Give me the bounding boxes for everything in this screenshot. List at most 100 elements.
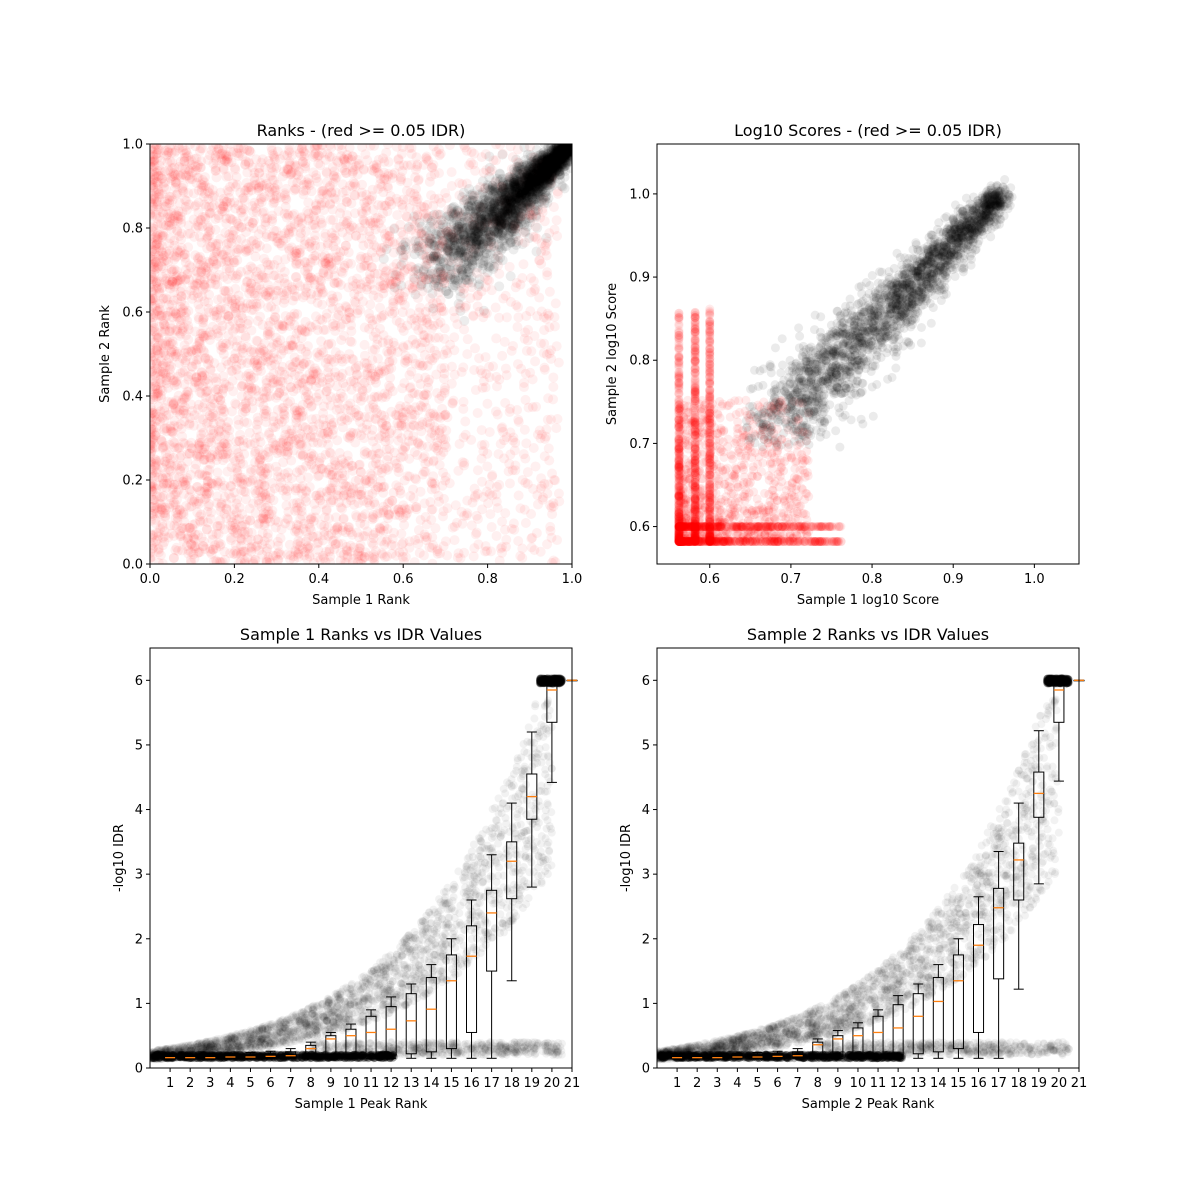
ranks-point-red — [238, 435, 249, 446]
ranks-point-red — [272, 466, 283, 477]
ranks-point-red — [170, 277, 181, 288]
ranks-point-red — [185, 554, 196, 564]
ranks-point-red — [391, 193, 402, 204]
ranks-point-red — [306, 512, 317, 523]
ranks-point-red — [346, 198, 357, 209]
ranks-point-red — [297, 399, 308, 410]
ranks-point-red — [222, 153, 233, 164]
ranks-point-red — [435, 148, 446, 159]
ranks-point-red — [166, 223, 177, 234]
ranks-point-red — [458, 396, 469, 407]
ranks-point-red — [243, 315, 254, 326]
ranks-point-red — [423, 377, 434, 388]
ranks-point-red — [197, 221, 208, 232]
ranks-point-red — [306, 430, 317, 441]
ranks-point-red — [300, 492, 311, 503]
ranks-point-red — [340, 219, 351, 230]
ranks-point-red — [291, 291, 302, 302]
ranks-point-red — [221, 213, 232, 224]
ranks-point-red — [270, 359, 281, 370]
ranks-point-red — [224, 229, 235, 240]
ranks-point-red — [379, 427, 390, 438]
ranks-point-red — [221, 513, 232, 524]
ranks-point-red — [233, 200, 244, 211]
ranks-point-red — [300, 226, 311, 237]
ranks-point-red — [252, 412, 263, 423]
ranks-point-red — [166, 175, 177, 186]
ranks-point-red — [150, 167, 156, 178]
ranks-point-red — [230, 518, 241, 529]
ranks-point-red — [286, 222, 297, 233]
ranks-point-red — [519, 333, 530, 344]
ranks-point-red — [247, 299, 258, 310]
ranks-point-red — [263, 302, 274, 313]
ranks-point-red — [296, 332, 307, 343]
ranks-point-red — [359, 339, 370, 350]
ranks-point-red — [169, 281, 180, 292]
ranks-point-red — [167, 171, 178, 182]
ranks-point-red — [252, 424, 263, 435]
ranks-point-red — [515, 550, 526, 561]
ranks-point-red — [161, 268, 172, 279]
ranks-point-red — [341, 185, 352, 196]
ranks-point-red — [171, 278, 182, 289]
ranks-point-red — [402, 211, 413, 222]
ranks-point-red — [291, 160, 302, 171]
ranks-point-red — [553, 357, 564, 368]
ranks-point-red — [231, 548, 242, 559]
ranks-point-red — [275, 549, 286, 560]
ranks-point-red — [392, 210, 403, 221]
ranks-point-red — [310, 223, 321, 234]
ranks-point-red — [231, 361, 242, 372]
ranks-point-red — [337, 473, 348, 484]
ranks-point-red — [418, 159, 429, 170]
ranks-point-red — [548, 394, 559, 405]
ranks-point-red — [209, 251, 220, 262]
panel-ranks: Ranks - (red >= 0.05 IDR) 0.0 0.2 0.4 0.6 0.… — [98, 121, 582, 608]
ranks-point-red — [482, 398, 493, 409]
ranks-point-red — [372, 334, 383, 345]
ranks-point-red — [459, 324, 470, 335]
ranks-point-red — [395, 242, 406, 253]
ranks-point-red — [216, 344, 227, 355]
ranks-point-red — [242, 264, 253, 275]
ranks-point-red — [269, 197, 280, 208]
ranks-point-red — [230, 273, 241, 284]
ranks-point-red — [480, 546, 491, 557]
ranks-point-red — [440, 536, 451, 547]
ranks-point-red — [153, 531, 164, 542]
ranks-point-red — [412, 159, 423, 170]
ranks-point-red — [177, 144, 188, 152]
ranks-point-red — [221, 449, 232, 460]
ranks-point-red — [269, 161, 280, 172]
ranks-point-red — [258, 473, 269, 484]
ranks-point-red — [219, 378, 230, 389]
ranks-point-red — [259, 408, 270, 419]
ranks-point-red — [373, 292, 384, 303]
ranks-point-red — [223, 417, 234, 428]
ranks-point-red — [491, 371, 502, 382]
ranks-point-red — [321, 168, 332, 179]
ranks-point-red — [485, 509, 496, 520]
ranks-point-red — [221, 356, 232, 367]
ranks-point-red — [411, 152, 422, 163]
ranks-point-red — [493, 449, 504, 460]
ranks-point-red — [435, 450, 446, 461]
ranks-point-red — [311, 170, 322, 181]
ranks-point-red — [186, 501, 197, 512]
ranks-point-red — [334, 393, 345, 404]
ranks-point-red — [539, 364, 550, 375]
ranks-point-red — [225, 247, 236, 258]
ranks-point-red — [343, 152, 354, 163]
ranks-point-red — [196, 367, 207, 378]
ranks-point-red — [237, 323, 248, 334]
ranks-point-red — [407, 435, 418, 446]
ranks-point-red — [476, 425, 487, 436]
ranks-point-red — [267, 149, 278, 160]
ranks-point-red — [269, 182, 280, 193]
ranks-point-red — [292, 423, 303, 434]
ranks-point-red — [157, 189, 168, 200]
ranks-point-red — [283, 315, 294, 326]
ranks-point-red — [155, 523, 166, 534]
ranks-point-red — [195, 144, 206, 154]
